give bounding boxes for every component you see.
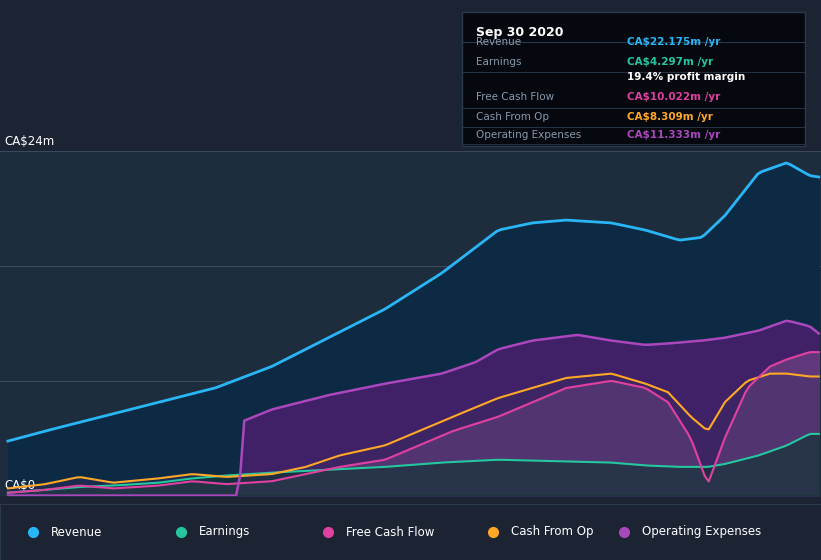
Text: Operating Expenses: Operating Expenses bbox=[642, 525, 761, 539]
Text: CA$8.309m /yr: CA$8.309m /yr bbox=[627, 111, 713, 122]
Text: Revenue: Revenue bbox=[476, 37, 521, 47]
Text: Cash From Op: Cash From Op bbox=[511, 525, 593, 539]
Text: CA$11.333m /yr: CA$11.333m /yr bbox=[627, 130, 720, 140]
Text: CA$4.297m /yr: CA$4.297m /yr bbox=[627, 57, 713, 67]
Text: Free Cash Flow: Free Cash Flow bbox=[346, 525, 435, 539]
Text: CA$22.175m /yr: CA$22.175m /yr bbox=[627, 37, 720, 47]
Text: Operating Expenses: Operating Expenses bbox=[476, 130, 581, 140]
Text: CA$0: CA$0 bbox=[4, 479, 35, 492]
Text: CA$24m: CA$24m bbox=[4, 135, 54, 148]
Text: Revenue: Revenue bbox=[51, 525, 103, 539]
Text: Cash From Op: Cash From Op bbox=[476, 111, 549, 122]
Text: 19.4% profit margin: 19.4% profit margin bbox=[627, 72, 745, 82]
Text: Earnings: Earnings bbox=[476, 57, 521, 67]
Text: Sep 30 2020: Sep 30 2020 bbox=[476, 26, 563, 39]
Text: Free Cash Flow: Free Cash Flow bbox=[476, 92, 554, 101]
Text: Earnings: Earnings bbox=[199, 525, 250, 539]
Text: CA$10.022m /yr: CA$10.022m /yr bbox=[627, 92, 720, 101]
